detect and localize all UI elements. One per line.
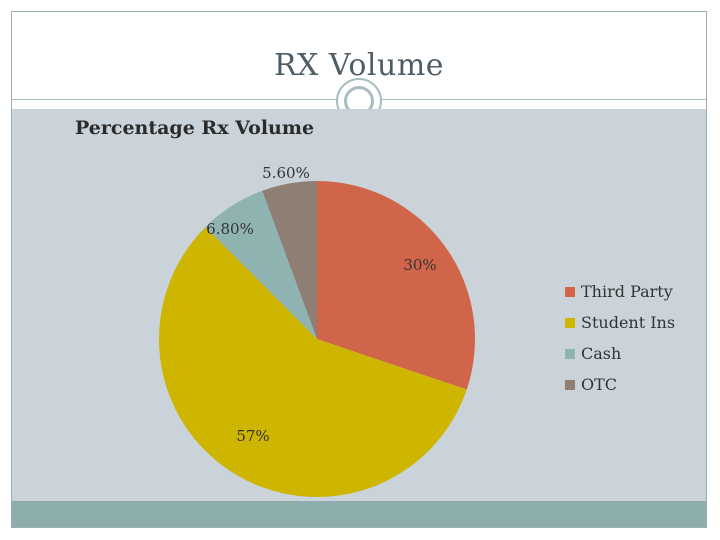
pie-slice-otc [262,181,317,339]
legend-label-third-party: Third Party [581,282,673,301]
chart-title: Percentage Rx Volume [75,117,315,139]
legend-item-student-ins: Student Ins [565,307,675,338]
footer-band [12,501,706,527]
legend-item-otc: OTC [565,369,675,400]
legend-item-third-party: Third Party [565,276,675,307]
legend-item-cash: Cash [565,338,675,369]
data-label-otc: 5.60% [262,164,310,182]
legend-swatch-third-party [565,286,575,297]
legend-label-student-ins: Student Ins [581,313,676,332]
chart-panel: Percentage Rx Volume 30% 57% 6.80% 5.60% Th… [12,109,706,502]
chart-legend: Third Party Student Ins Cash OTC [565,276,675,400]
data-label-student-ins: 57% [236,427,269,445]
slide-frame: RX Volume Percentage Rx Volume 30% 57% 6.8… [11,11,707,528]
pie-slice-third-party [317,181,475,390]
pie-chart: 30% 57% 6.80% 5.60% [159,164,475,497]
slide-title: RX Volume [273,48,445,83]
legend-label-otc: OTC [581,375,618,394]
pie-slice-cash [205,190,317,339]
legend-swatch-student-ins [565,317,575,328]
title-area: RX Volume [12,12,706,100]
data-label-third-party: 30% [403,256,436,274]
data-label-cash: 6.80% [206,220,254,238]
legend-label-cash: Cash [581,344,622,363]
legend-swatch-cash [565,348,575,359]
pie-slice-student-ins [159,227,467,497]
legend-swatch-otc [565,379,575,390]
